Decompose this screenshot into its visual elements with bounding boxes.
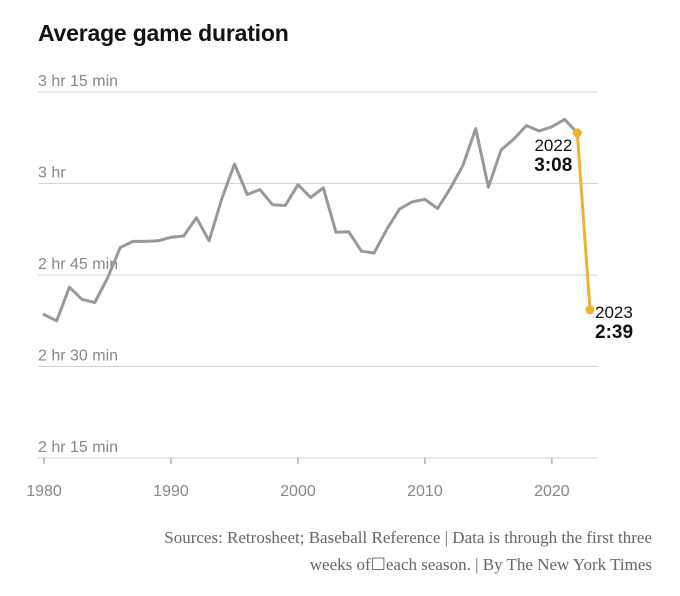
annotation-2022-year: 2022: [534, 136, 572, 155]
annotation-2023-year: 2023: [595, 303, 633, 322]
y-tick-label: 3 hr: [38, 165, 66, 182]
x-tick-label: 2010: [407, 483, 443, 500]
y-tick-label: 3 hr 15 min: [38, 73, 118, 90]
line-chart: 3 hr 15 min 3 hr 2 hr 45 min 2 hr 30 min 2 h…: [26, 73, 633, 500]
highlight-point: [572, 128, 582, 138]
x-tick-label: 2020: [534, 483, 570, 500]
annotation-2022-value: 3:08: [534, 155, 572, 176]
source-line-1: Sources: Retrosheet; Baseball Reference …: [164, 528, 652, 547]
highlight-point: [585, 305, 595, 315]
x-tick-label: 1990: [153, 483, 189, 500]
x-tick-label: 1980: [26, 483, 62, 500]
history-series-line: [42, 117, 579, 323]
y-tick-label: 2 hr 45 min: [38, 256, 118, 273]
y-tick-label: 2 hr 15 min: [38, 439, 118, 456]
x-tick-label: 2000: [280, 483, 316, 500]
source-note: Sources: Retrosheet; Baseball Reference …: [12, 524, 652, 578]
highlight-series-line: [575, 131, 592, 312]
source-line-2: weeks of☐each season. | By The New York …: [309, 555, 652, 574]
chart-title: Average game duration: [38, 20, 289, 46]
y-tick-label: 2 hr 30 min: [38, 348, 118, 365]
annotation-2023-value: 2:39: [595, 322, 633, 343]
